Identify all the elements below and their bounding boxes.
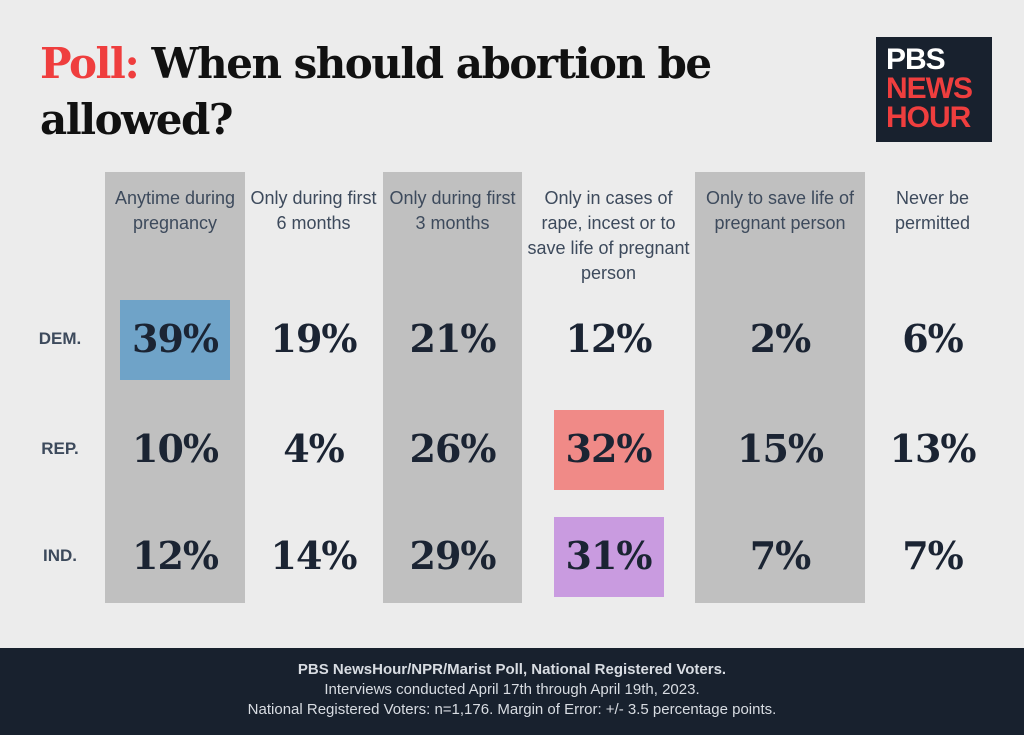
column-header: Only in cases of rape, incest or to save… xyxy=(527,188,690,283)
footer-sample: National Registered Voters: n=1,176. Mar… xyxy=(247,701,777,718)
column-header: Never be permitted xyxy=(894,188,971,233)
value-cell: 4% xyxy=(283,426,345,471)
value-cell: 29% xyxy=(409,533,497,578)
value-cell: 12% xyxy=(132,533,219,578)
column-shade xyxy=(105,172,245,603)
source-footer: PBS NewsHour/NPR/Marist Poll, National R… xyxy=(0,648,1024,735)
row-label: REP. xyxy=(41,439,79,458)
footer-dates: Interviews conducted April 17th through … xyxy=(324,681,700,698)
logo-news: NEWS xyxy=(886,72,973,105)
column-header: Only during first 3 months xyxy=(389,188,516,233)
footer-source: PBS NewsHour/NPR/Marist Poll, National R… xyxy=(297,661,727,678)
title-accent: Poll: xyxy=(40,39,140,88)
value-cell: 19% xyxy=(270,316,358,361)
row-label: DEM. xyxy=(38,329,82,348)
value-cell: 7% xyxy=(902,533,964,578)
value-cell: 39% xyxy=(132,316,219,361)
value-cell: 7% xyxy=(749,533,812,578)
value-cell: 14% xyxy=(270,533,358,578)
pbs-newshour-logo: PBS NEWS HOUR xyxy=(876,37,992,142)
chart-title: Poll: When should abortion be allowed? xyxy=(40,36,760,148)
value-cell: 10% xyxy=(132,426,219,471)
value-cell: 21% xyxy=(409,316,497,361)
column-shade xyxy=(695,172,865,603)
value-cell: 32% xyxy=(565,426,653,471)
value-cell: 12% xyxy=(565,316,653,361)
column-header: Anytime during pregnancy xyxy=(114,188,236,233)
value-cell: 13% xyxy=(889,426,977,471)
row-label: IND. xyxy=(43,546,77,565)
highlight-cell xyxy=(553,517,664,597)
column-header: Only during first 6 months xyxy=(250,188,377,233)
title-text: When should abortion be allowed? xyxy=(40,39,712,144)
logo-pbs: PBS xyxy=(886,43,946,76)
logo-hour: HOUR xyxy=(886,101,971,134)
column-shade xyxy=(383,172,522,603)
value-cell: 6% xyxy=(902,316,964,361)
column-header: Only to save life of pregnant person xyxy=(705,188,855,233)
highlight-cell xyxy=(553,410,664,490)
value-cell: 15% xyxy=(737,426,824,471)
highlight-cell xyxy=(120,300,230,380)
value-cell: 26% xyxy=(409,426,497,471)
value-cell: 31% xyxy=(565,533,653,578)
value-cell: 2% xyxy=(749,316,812,361)
